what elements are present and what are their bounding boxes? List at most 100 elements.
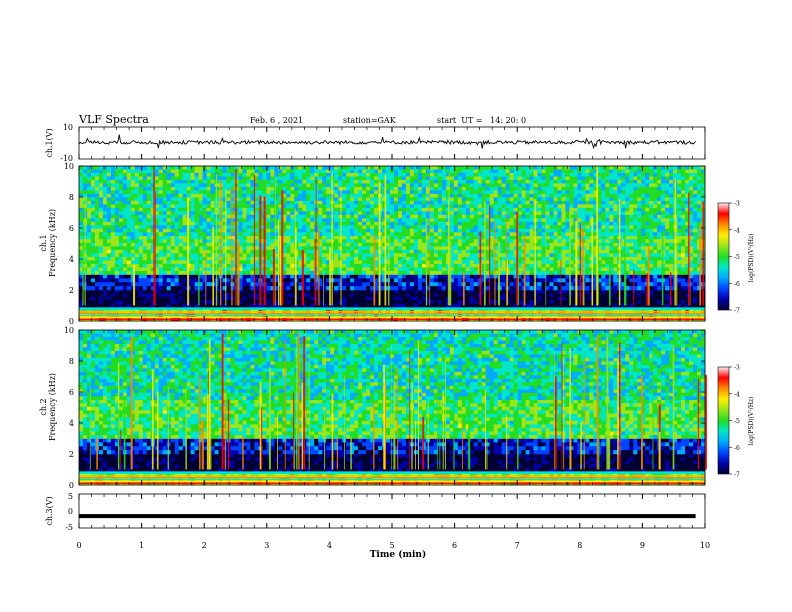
spectrogram-cell — [346, 278, 351, 283]
spectrogram-cell — [513, 293, 518, 298]
spectrogram-cell — [465, 246, 471, 251]
spectrogram-cell — [565, 246, 570, 251]
spectrogram-cell — [465, 282, 471, 287]
spectrogram-cell — [437, 172, 443, 177]
spectrogram-cell — [553, 293, 558, 298]
spectrogram-cell — [350, 303, 355, 308]
spectrogram-cell — [493, 263, 498, 268]
spectrogram-cell — [390, 179, 395, 184]
spectrogram-cell — [405, 183, 411, 188]
spectrogram-cell — [669, 249, 674, 254]
spectrogram-cell — [457, 267, 463, 272]
spectrogram-cell — [298, 183, 303, 188]
spectrogram-cell — [178, 286, 183, 291]
spectrogram-cell — [697, 169, 702, 174]
spectrogram-cell — [477, 176, 483, 181]
spectrogram-cell — [405, 274, 411, 279]
spectrogram-cell — [621, 274, 626, 279]
spectrogram-cell — [645, 235, 650, 240]
spectrogram-cell — [190, 296, 195, 301]
spectrogram-cell — [393, 169, 399, 174]
spectrogram-cell — [338, 256, 343, 261]
spectrogram-cell — [274, 186, 279, 191]
spectrogram-cell — [393, 235, 399, 240]
spectrogram-cell — [465, 169, 471, 174]
spectrogram-cell — [513, 176, 518, 181]
spectrogram-cell — [697, 239, 702, 244]
spectrogram-cell — [409, 263, 415, 268]
spectrogram-cell — [405, 286, 411, 291]
spectrogram-cell — [493, 239, 498, 244]
spectrogram-cell — [681, 296, 686, 301]
spectrogram-cell — [613, 183, 618, 188]
spectrogram-cell — [653, 179, 658, 184]
spectrogram-cell — [401, 263, 407, 268]
spectrogram-cell — [421, 176, 427, 181]
spectrogram-cell — [282, 242, 287, 247]
spectrogram-cell — [118, 172, 124, 177]
spectrogram-cell — [593, 249, 598, 254]
spectrogram-cell — [246, 274, 251, 279]
spectrogram-cell — [178, 290, 183, 294]
spectrogram-cell — [409, 190, 415, 195]
spectrogram-cell — [465, 260, 471, 265]
spectrogram-cell — [290, 242, 295, 247]
spectrogram-cell — [549, 169, 554, 174]
spectrogram-cell — [346, 293, 351, 298]
spectrogram-cell — [170, 282, 175, 287]
spectrogram-cell — [473, 274, 479, 279]
spectrogram-cell — [501, 166, 506, 170]
spectrogram-cell — [102, 256, 108, 261]
spectrogram-cell — [98, 172, 104, 177]
spectrogram-cell — [509, 303, 514, 308]
spectrogram-cell — [94, 267, 100, 272]
spectrogram-cell — [302, 282, 307, 287]
spectrogram-cell — [425, 290, 431, 294]
spectrogram-cell — [609, 235, 614, 240]
spectrogram-cell — [366, 242, 371, 247]
spectrogram-cell — [90, 179, 96, 184]
spectrogram-cell — [465, 176, 471, 181]
spectrogram-cell — [166, 249, 172, 254]
spectrogram-cell — [665, 286, 670, 291]
spectrogram-cell — [174, 246, 179, 251]
spectrogram-cell — [473, 270, 479, 275]
spectrogram-cell — [549, 293, 554, 298]
spectrogram-cell — [641, 242, 646, 247]
spectrogram-cell — [294, 190, 299, 195]
spectrogram-cell — [202, 239, 207, 244]
spectrogram-cell — [110, 169, 116, 174]
spectrogram-cell — [174, 242, 179, 247]
spectrogram-cell — [521, 172, 526, 177]
spectrogram-cell — [693, 253, 698, 258]
spectrogram-cell — [457, 270, 463, 275]
spectrogram-cell — [617, 179, 622, 184]
spectrogram-cell — [517, 169, 522, 174]
spectrogram-cell — [382, 235, 387, 240]
spectrogram-cell — [413, 253, 419, 258]
spectrogram-cell — [238, 249, 243, 254]
spectrogram-cell — [282, 166, 287, 170]
spectrogram-cell — [481, 172, 486, 177]
spectrogram-cell — [517, 256, 522, 261]
spectrogram-cell — [242, 303, 247, 308]
spectrogram-cell — [334, 296, 339, 301]
spectrogram-cell — [589, 183, 594, 188]
spectrogram-cell — [557, 183, 562, 188]
spectrogram-cell — [238, 169, 243, 174]
spectrogram-cell — [493, 293, 498, 298]
spectrogram-cell — [162, 172, 168, 177]
spectrogram-cell — [230, 282, 235, 287]
spectrogram-cell — [266, 278, 271, 283]
spectrogram-cell — [382, 274, 387, 279]
spectrogram-cell — [286, 300, 291, 304]
spectrogram-cell — [314, 166, 319, 170]
spectrogram-cell — [110, 296, 116, 301]
spectrogram-cell — [393, 190, 399, 195]
spectrogram-cell — [425, 270, 431, 275]
spectrogram-cell — [334, 235, 339, 240]
spectrogram-cell — [302, 270, 307, 275]
spectrogram-cell — [637, 267, 642, 272]
spectrogram-cell — [621, 253, 626, 258]
spectrogram-cell — [621, 179, 626, 184]
